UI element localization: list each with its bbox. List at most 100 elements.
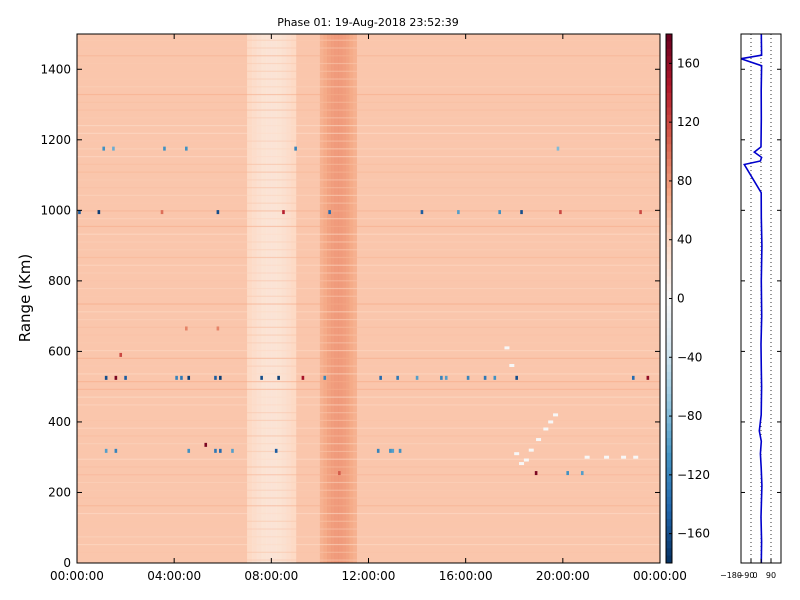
colorbar-cell xyxy=(666,349,672,358)
heatmap-mark xyxy=(104,448,108,453)
range-stripe xyxy=(77,62,660,65)
colorbar-cell xyxy=(666,357,672,366)
time-band-cell xyxy=(276,34,282,563)
colorbar-cell xyxy=(666,232,672,241)
colorbar-cell xyxy=(666,107,672,116)
trail-cell xyxy=(528,448,534,452)
range-stripe xyxy=(77,365,660,367)
heatmap-mark xyxy=(389,448,392,453)
range-stripe xyxy=(77,117,660,119)
colorbar-cell xyxy=(666,225,672,233)
range-stripe xyxy=(77,179,660,181)
range-stripe xyxy=(77,148,660,150)
range-stripe xyxy=(77,86,660,88)
range-stripe xyxy=(77,466,660,468)
heatmap-mark xyxy=(323,375,327,380)
heatmap-mark xyxy=(396,375,399,380)
heatmap-mark xyxy=(78,210,81,215)
heatmap-panel: 0 200 400 600 800 1000 1200 1400 00:00:00 04:00:… xyxy=(16,33,687,583)
trail-cell xyxy=(543,427,549,431)
colorbar-cell xyxy=(666,496,672,505)
colorbar-cell xyxy=(666,180,672,189)
colorbar-cell xyxy=(666,283,672,292)
colorbar-cell xyxy=(666,511,672,520)
heatmap-mark xyxy=(104,375,108,380)
range-stripe xyxy=(77,427,660,429)
heatmap-mark xyxy=(274,448,278,453)
trail-cell xyxy=(504,346,510,350)
range-stripe xyxy=(77,497,660,499)
range-stripe xyxy=(77,218,660,220)
x-tick-label: 00:00:00 xyxy=(50,569,104,583)
range-stripe xyxy=(77,551,660,553)
range-stripe xyxy=(77,210,660,212)
heatmap-mark xyxy=(277,375,280,380)
colorbar-cell xyxy=(666,114,672,123)
colorbar-tick-label: −120 xyxy=(677,468,710,482)
heatmap-range-stripes xyxy=(77,39,660,561)
heatmap-mark xyxy=(379,375,382,380)
heatmap-mark xyxy=(180,375,183,380)
range-stripe xyxy=(77,93,660,96)
trail-cell xyxy=(536,438,542,442)
x-tick-label: 16:00:00 xyxy=(439,569,493,583)
heatmap-mark xyxy=(216,210,220,215)
heatmap-mark xyxy=(398,448,402,453)
range-stripe xyxy=(77,443,660,445)
x-tick-label: 20:00:00 xyxy=(536,569,590,583)
time-band-cell xyxy=(327,34,332,563)
heatmap-mark xyxy=(175,375,178,380)
heatmap-mark xyxy=(646,375,650,380)
x-tick-label: 04:00:00 xyxy=(147,569,201,583)
range-stripe xyxy=(77,481,660,484)
colorbar-cell xyxy=(666,504,672,513)
time-band-cell xyxy=(290,34,297,563)
colorbar-cell xyxy=(666,467,672,476)
range-stripe xyxy=(77,505,660,507)
colorbar-cell xyxy=(666,34,672,42)
range-stripe xyxy=(77,202,660,204)
range-stripe xyxy=(77,373,660,375)
colorbar-cell xyxy=(666,327,672,336)
range-stripe xyxy=(77,450,660,453)
range-stripe xyxy=(77,256,660,259)
heatmap-mark xyxy=(185,146,188,151)
colorbar-cell xyxy=(666,70,672,79)
range-stripe xyxy=(77,435,660,437)
range-stripe xyxy=(77,326,660,328)
profile-x-tick-label: 0 xyxy=(752,571,757,580)
colorbar-cell xyxy=(666,489,672,498)
trail-cell xyxy=(621,455,627,459)
colorbar-cell xyxy=(666,56,672,64)
heatmap-mark xyxy=(639,210,642,215)
range-stripe xyxy=(77,412,660,414)
colorbar-cell xyxy=(666,416,672,424)
x-tick-label: 12:00:00 xyxy=(342,569,396,583)
heatmap-mark xyxy=(556,146,560,151)
colorbar-cell xyxy=(666,335,672,344)
heatmap-mark xyxy=(444,375,448,380)
time-band-cell xyxy=(247,34,253,563)
colorbar-cell xyxy=(666,408,672,417)
heatmap-mark xyxy=(580,471,584,476)
colorbar-cell xyxy=(666,247,672,255)
heatmap-mark xyxy=(185,326,188,331)
colorbar-cell xyxy=(666,313,672,322)
colorbar-cell xyxy=(666,379,672,388)
range-stripe xyxy=(77,280,660,282)
y-tick-label: 600 xyxy=(48,344,71,358)
heatmap-mark xyxy=(440,375,443,380)
range-stripe xyxy=(77,264,660,266)
profile-line xyxy=(740,33,763,564)
heatmap-mark xyxy=(376,448,380,453)
colorbar-cell xyxy=(666,129,672,138)
range-stripe xyxy=(77,233,660,235)
heatmap-mark xyxy=(493,375,497,380)
range-stripe xyxy=(77,318,660,321)
time-band-cell xyxy=(345,34,350,563)
colorbar-cell xyxy=(666,166,672,175)
heatmap-mark xyxy=(338,471,341,476)
colorbar-cell xyxy=(666,305,672,314)
heatmap-mark xyxy=(483,375,487,380)
range-stripe xyxy=(77,156,660,158)
